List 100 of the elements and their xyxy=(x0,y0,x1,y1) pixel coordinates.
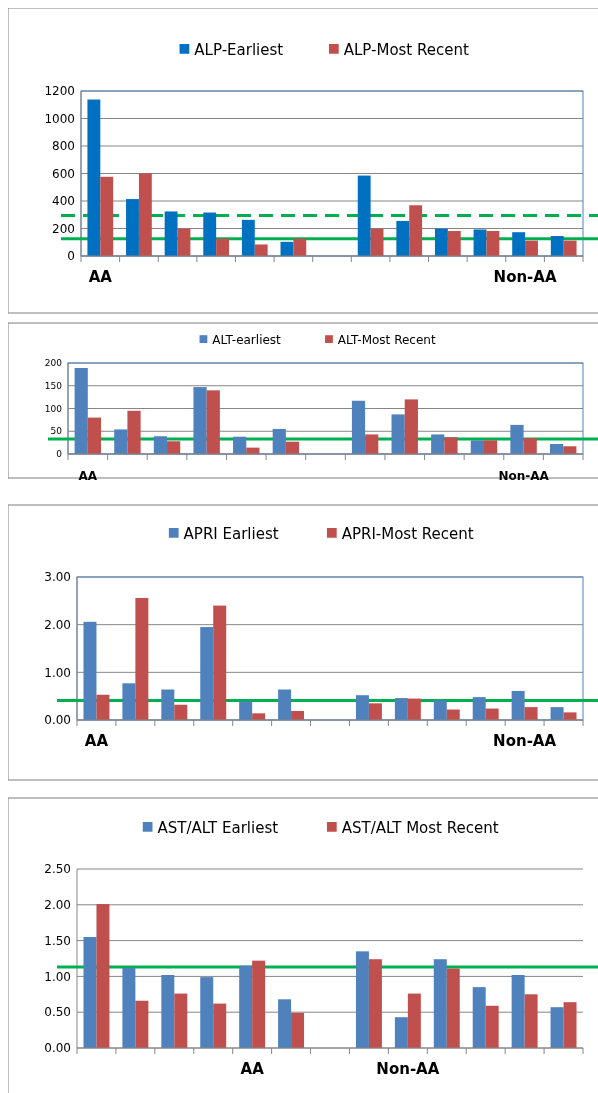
bar xyxy=(394,1017,408,1048)
bar xyxy=(512,232,526,256)
legend-label: ALT-Most Recent xyxy=(337,333,436,348)
bar xyxy=(254,244,268,256)
y-tick-label: 2.50 xyxy=(44,862,71,877)
bar xyxy=(239,965,253,1048)
y-tick-label: 100 xyxy=(44,403,63,414)
bar xyxy=(114,429,128,454)
x-tick-label: AA xyxy=(240,1060,265,1078)
bar xyxy=(368,959,382,1048)
y-tick-label: 1200 xyxy=(44,84,75,99)
x-tick-label: Non-AA xyxy=(498,469,550,483)
legend-label: AST/ALT Most Recent xyxy=(341,819,499,838)
legend-label: APRI-Most Recent xyxy=(341,525,474,544)
bar xyxy=(96,904,110,1048)
bar xyxy=(167,441,181,454)
bar xyxy=(233,436,247,454)
bar xyxy=(563,1002,577,1048)
bar xyxy=(550,1007,564,1048)
bar xyxy=(472,987,486,1048)
y-tick-label: 600 xyxy=(52,166,75,181)
bar xyxy=(278,999,292,1048)
bar xyxy=(83,621,97,720)
y-tick-label: 0 xyxy=(56,449,63,460)
bar xyxy=(100,176,114,256)
bar xyxy=(511,974,525,1048)
bar xyxy=(404,399,418,454)
bar xyxy=(239,701,253,720)
y-tick-label: 2.00 xyxy=(44,898,71,912)
bar xyxy=(368,703,382,720)
bar xyxy=(252,960,266,1048)
bar xyxy=(96,694,110,720)
bar xyxy=(550,707,564,720)
y-tick-label: 0.50 xyxy=(44,1005,71,1020)
bar xyxy=(470,440,484,454)
legend-label: ALT-earliest xyxy=(212,333,282,348)
bar xyxy=(510,424,524,454)
bar xyxy=(563,240,577,256)
y-tick-label: 200 xyxy=(52,221,75,236)
bar xyxy=(206,390,220,454)
y-tick-label: 150 xyxy=(44,380,63,391)
bar xyxy=(396,220,410,256)
bar xyxy=(174,993,188,1048)
y-tick-label: 0.00 xyxy=(44,1041,71,1056)
y-tick-label: 800 xyxy=(52,139,75,154)
bar xyxy=(87,417,102,454)
bar xyxy=(434,228,448,256)
bar xyxy=(200,977,214,1048)
bar xyxy=(407,993,421,1048)
bar xyxy=(563,712,577,720)
bar xyxy=(525,240,538,256)
bar xyxy=(550,236,564,256)
bar xyxy=(394,698,408,720)
bar xyxy=(523,438,537,454)
legend-label: ALP-Earliest xyxy=(194,41,284,60)
bar xyxy=(351,400,366,454)
bar xyxy=(161,974,175,1048)
y-tick-label: 400 xyxy=(52,194,75,209)
bar xyxy=(83,937,97,1048)
bar xyxy=(447,230,461,256)
y-tick-label: 1000 xyxy=(44,111,75,126)
x-tick-label: AA xyxy=(88,268,113,286)
x-tick-label: AA xyxy=(84,732,109,750)
bar xyxy=(391,414,405,454)
bar xyxy=(291,1012,305,1048)
bar xyxy=(357,175,371,256)
y-tick-label: 1.00 xyxy=(44,665,71,680)
bar xyxy=(433,700,447,720)
bar xyxy=(161,689,175,720)
x-tick-label: Non-AA xyxy=(493,268,557,286)
bar xyxy=(174,704,188,720)
bar xyxy=(278,689,292,720)
y-tick-label: 3.00 xyxy=(44,570,71,585)
bar xyxy=(138,173,152,256)
bar xyxy=(444,437,458,454)
y-tick-label: 1.00 xyxy=(44,969,71,984)
bar xyxy=(153,436,168,454)
bar xyxy=(135,597,149,720)
bar xyxy=(511,690,525,720)
y-tick-label: 1.50 xyxy=(44,933,71,948)
bar xyxy=(446,968,460,1048)
bar xyxy=(409,205,423,256)
bar xyxy=(433,959,447,1048)
bar xyxy=(252,713,266,720)
y-tick-label: 0 xyxy=(67,249,75,264)
legend-label: ALP-Most Recent xyxy=(343,41,469,60)
y-tick-label: 50 xyxy=(50,426,63,437)
bar xyxy=(241,219,255,256)
bar xyxy=(524,707,538,720)
x-tick-label: Non-AA xyxy=(376,1060,440,1078)
bar xyxy=(213,1003,227,1048)
bar xyxy=(485,1005,499,1048)
legend-label: APRI Earliest xyxy=(183,525,279,544)
bar xyxy=(193,387,207,454)
bar xyxy=(135,1000,149,1048)
bar xyxy=(293,238,307,256)
bar xyxy=(407,698,421,720)
bar xyxy=(483,440,498,454)
bar xyxy=(200,627,214,720)
bar xyxy=(472,697,486,720)
